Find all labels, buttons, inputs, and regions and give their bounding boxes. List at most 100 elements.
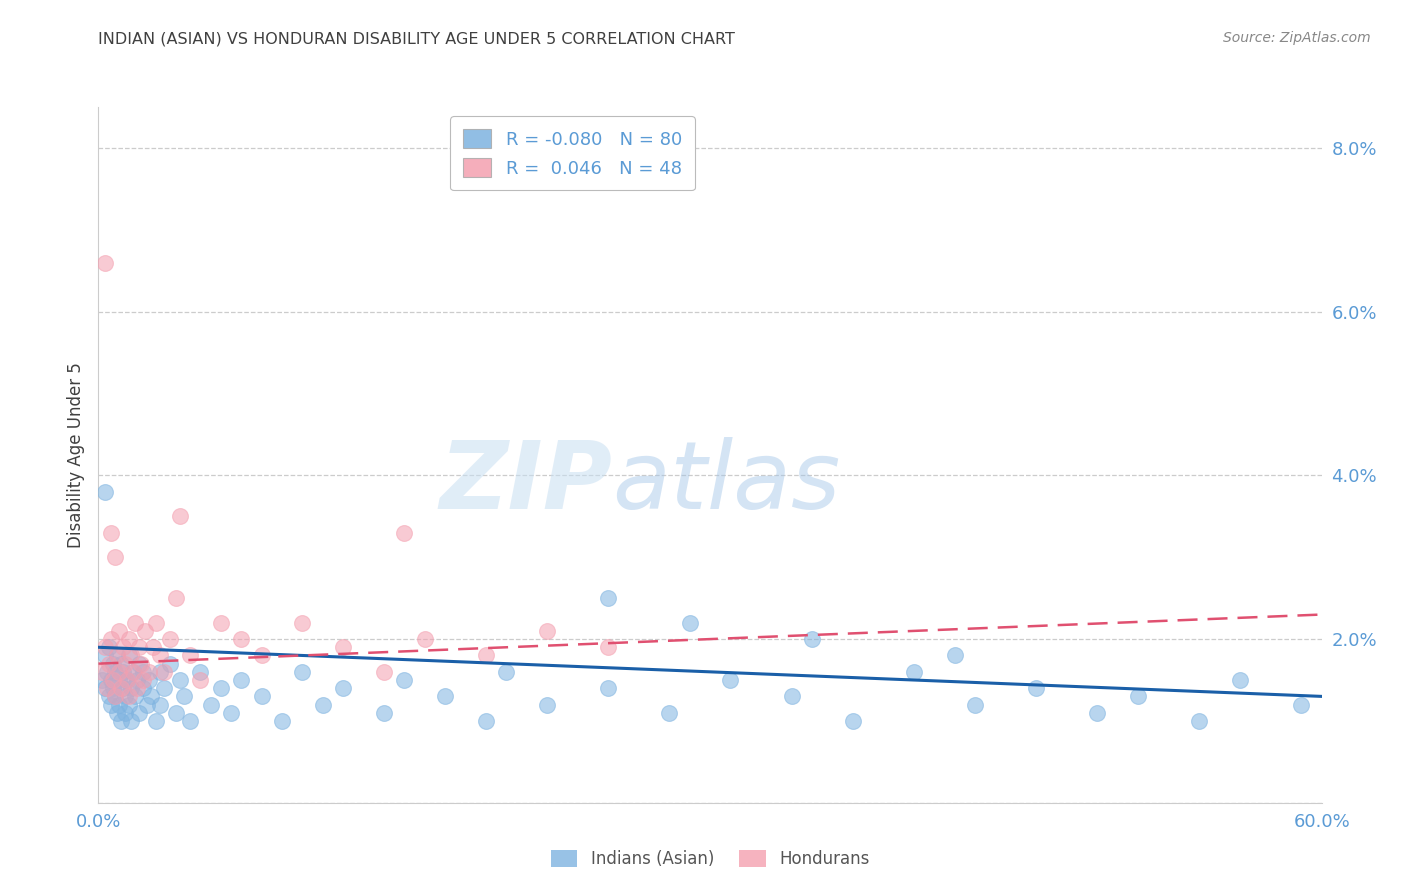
Point — [118, 690, 141, 704]
Point — [134, 624, 156, 638]
Point — [658, 706, 681, 720]
Point — [142, 640, 165, 655]
Point — [128, 706, 150, 720]
Text: atlas: atlas — [612, 437, 841, 528]
Point — [122, 665, 145, 679]
Point — [115, 673, 138, 687]
Point — [149, 698, 172, 712]
Text: ZIP: ZIP — [439, 437, 612, 529]
Point — [129, 657, 152, 671]
Point — [120, 681, 142, 696]
Point — [780, 690, 803, 704]
Point — [841, 714, 863, 728]
Point — [188, 673, 212, 687]
Point — [127, 681, 149, 696]
Point — [93, 681, 115, 696]
Point — [101, 673, 124, 687]
Point — [132, 681, 155, 696]
Point — [108, 665, 131, 679]
Point — [110, 657, 132, 671]
Point — [179, 714, 201, 728]
Point — [111, 665, 134, 679]
Point — [141, 690, 163, 704]
Point — [97, 690, 120, 704]
Point — [132, 665, 155, 679]
Point — [1291, 698, 1313, 712]
Point — [96, 665, 118, 679]
Point — [270, 714, 294, 728]
Point — [104, 690, 127, 704]
Point — [136, 698, 159, 712]
Point — [149, 648, 172, 663]
Point — [1085, 706, 1108, 720]
Point — [101, 657, 124, 671]
Point — [111, 640, 134, 655]
Point — [108, 673, 131, 687]
Point — [474, 648, 498, 663]
Point — [93, 648, 115, 663]
Point — [209, 681, 232, 696]
Point — [101, 681, 124, 696]
Point — [373, 665, 395, 679]
Point — [943, 648, 966, 663]
Point — [250, 648, 273, 663]
Point — [145, 714, 167, 728]
Point — [124, 615, 146, 630]
Point — [145, 615, 167, 630]
Point — [159, 657, 181, 671]
Point — [536, 698, 558, 712]
Point — [373, 706, 395, 720]
Point — [138, 673, 160, 687]
Point — [114, 690, 136, 704]
Point — [250, 690, 273, 704]
Point — [132, 673, 155, 687]
Point — [231, 632, 253, 646]
Point — [97, 657, 120, 671]
Point — [312, 698, 335, 712]
Point — [179, 648, 201, 663]
Point — [413, 632, 436, 646]
Point — [231, 673, 253, 687]
Point — [152, 681, 174, 696]
Point — [332, 681, 354, 696]
Point — [118, 698, 141, 712]
Point — [173, 690, 195, 704]
Text: INDIAN (ASIAN) VS HONDURAN DISABILITY AGE UNDER 5 CORRELATION CHART: INDIAN (ASIAN) VS HONDURAN DISABILITY AG… — [98, 31, 735, 46]
Point — [105, 706, 128, 720]
Point — [598, 681, 620, 696]
Point — [801, 632, 824, 646]
Point — [165, 706, 187, 720]
Point — [1229, 673, 1251, 687]
Point — [219, 706, 242, 720]
Point — [104, 550, 127, 565]
Point — [332, 640, 354, 655]
Point — [165, 591, 187, 606]
Point — [598, 591, 620, 606]
Point — [679, 615, 702, 630]
Point — [105, 648, 128, 663]
Point — [118, 648, 141, 663]
Text: Source: ZipAtlas.com: Source: ZipAtlas.com — [1223, 31, 1371, 45]
Point — [110, 681, 132, 696]
Point — [128, 657, 150, 671]
Point — [127, 673, 149, 687]
Point — [115, 673, 138, 687]
Point — [159, 632, 181, 646]
Point — [120, 714, 142, 728]
Point — [291, 665, 314, 679]
Point — [105, 648, 128, 663]
Point — [100, 698, 122, 712]
Point — [111, 681, 134, 696]
Point — [91, 665, 114, 679]
Legend: Indians (Asian), Hondurans: Indians (Asian), Hondurans — [544, 843, 876, 874]
Point — [114, 657, 136, 671]
Point — [392, 525, 416, 540]
Point — [536, 624, 558, 638]
Point — [169, 509, 191, 524]
Point — [169, 673, 191, 687]
Point — [200, 698, 222, 712]
Point — [100, 673, 122, 687]
Point — [138, 665, 160, 679]
Point — [108, 698, 131, 712]
Point — [188, 665, 212, 679]
